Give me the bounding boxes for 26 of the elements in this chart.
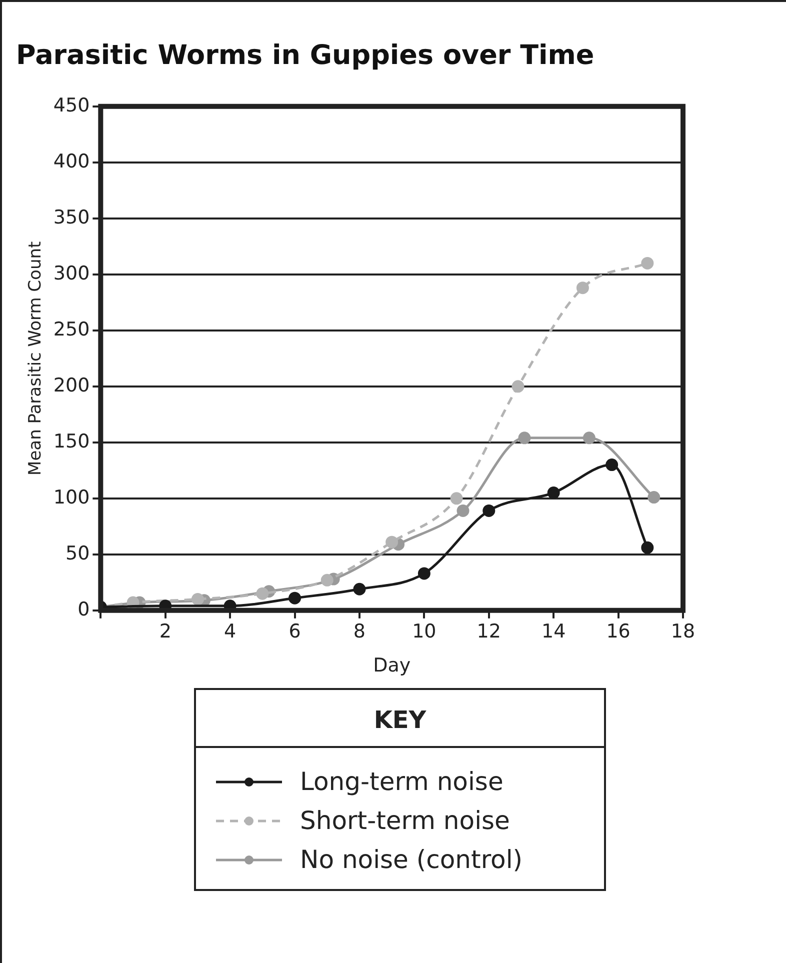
y-tick-label: 150 bbox=[53, 430, 90, 452]
x-tick-label: 10 bbox=[412, 620, 436, 643]
y-tick-label: 400 bbox=[53, 150, 90, 172]
chart-title: Parasitic Worms in Guppies over Time bbox=[16, 40, 594, 71]
legend-label: Short-term noise bbox=[300, 806, 510, 835]
y-tick-label: 100 bbox=[53, 486, 90, 508]
x-tick-label: 2 bbox=[159, 620, 172, 643]
x-tick-label: 12 bbox=[476, 620, 501, 643]
x-tick-label: 16 bbox=[606, 620, 630, 643]
x-axis-title: Day bbox=[373, 654, 411, 677]
legend-title: KEY bbox=[196, 690, 604, 748]
y-tick-label: 300 bbox=[53, 262, 90, 284]
legend-label: Long-term noise bbox=[300, 767, 504, 796]
x-tick-label: 14 bbox=[542, 620, 566, 643]
y-tick-label: 0 bbox=[78, 598, 90, 620]
x-tick-label: 4 bbox=[224, 620, 236, 643]
x-tick-label: 6 bbox=[288, 620, 301, 643]
y-tick-label: 200 bbox=[53, 374, 90, 396]
y-tick-label: 450 bbox=[53, 94, 90, 116]
x-tick-label: 18 bbox=[670, 620, 696, 643]
legend-label: No noise (control) bbox=[300, 845, 523, 874]
y-tick-label: 350 bbox=[53, 206, 90, 228]
x-tick-label: 8 bbox=[353, 620, 366, 643]
y-axis-title: Mean Parasitic Worm Count bbox=[26, 241, 46, 476]
y-tick-label: 250 bbox=[53, 318, 90, 340]
y-tick-label: 50 bbox=[65, 542, 90, 564]
